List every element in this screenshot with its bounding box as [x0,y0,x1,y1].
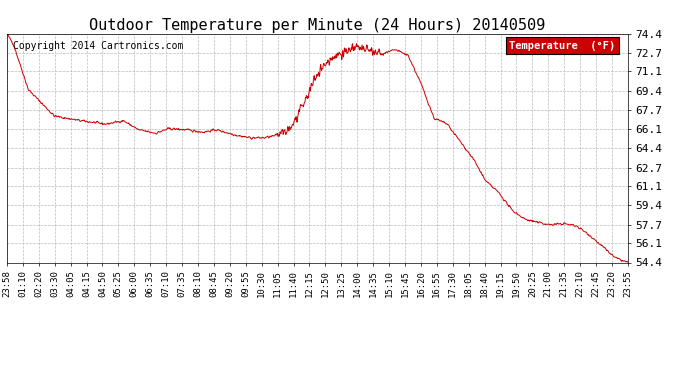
Title: Outdoor Temperature per Minute (24 Hours) 20140509: Outdoor Temperature per Minute (24 Hours… [89,18,546,33]
Text: Temperature  (°F): Temperature (°F) [509,40,615,51]
Text: Copyright 2014 Cartronics.com: Copyright 2014 Cartronics.com [13,40,184,51]
